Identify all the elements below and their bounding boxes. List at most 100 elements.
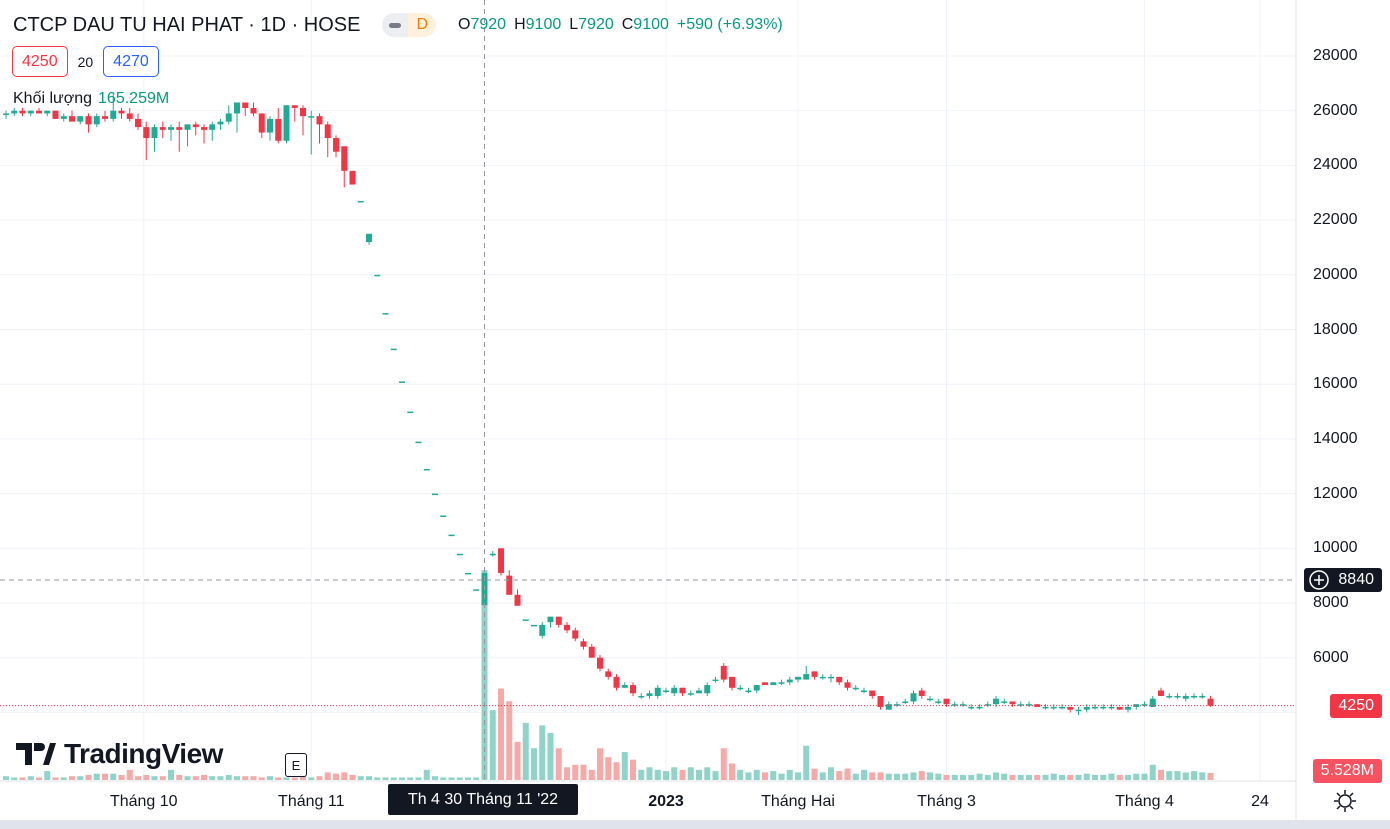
low-label: L (569, 16, 579, 33)
volume-bar (547, 733, 554, 780)
earnings-event-badge[interactable]: E (285, 753, 307, 777)
volume-bar (498, 688, 504, 780)
volume-bar (819, 772, 826, 780)
volume-bar (720, 748, 727, 780)
volume-bar (267, 776, 273, 780)
time-tick: Tháng 10 (109, 793, 178, 810)
add-alert-icon[interactable] (1308, 569, 1330, 591)
price-tick: 16000 (1313, 375, 1358, 393)
candle-body (621, 685, 628, 688)
candle-body (151, 127, 158, 139)
volume-bar (456, 777, 463, 780)
candle-body (803, 674, 810, 680)
buy-button[interactable]: 4270 (103, 46, 159, 77)
volume-bar (753, 769, 760, 780)
volume-bar (894, 773, 900, 780)
volume-bar (836, 771, 843, 780)
candle-body (687, 693, 694, 695)
candle-body (201, 127, 207, 130)
volume-bar (745, 772, 752, 780)
volume-bar (448, 777, 455, 780)
volume-bar (646, 767, 653, 780)
volume-bar (1116, 774, 1123, 780)
candle-body (168, 127, 174, 130)
candle-body (126, 113, 133, 119)
volume-bar (976, 773, 983, 780)
volume-bar (960, 774, 966, 780)
volume-bar (275, 777, 282, 780)
volume-bar (910, 772, 917, 780)
volume-bar (506, 701, 513, 780)
volume-bar (1017, 774, 1024, 780)
volume-bar (423, 769, 430, 780)
volume-bar (1009, 774, 1016, 780)
volume-bar (555, 748, 562, 780)
volume-bar (291, 777, 298, 780)
low-value: 7920 (578, 16, 614, 33)
candle-body (1166, 695, 1173, 698)
candle-body (415, 441, 422, 444)
volume-bar (489, 710, 496, 780)
market-status-pill[interactable]: D (382, 13, 437, 37)
bottom-toolbar (0, 820, 1390, 829)
volume-bar (225, 774, 232, 780)
candle-body (613, 676, 620, 688)
last-price-label: 4250 (1330, 694, 1382, 718)
volume-bar (192, 776, 199, 780)
volume-bar (168, 769, 174, 780)
candle-body (349, 170, 356, 185)
candle-body (1092, 706, 1098, 709)
candle-body (374, 274, 381, 277)
tradingview-logo[interactable]: TradingView (16, 738, 223, 770)
volume-bar (1092, 774, 1098, 780)
candle-body (36, 110, 42, 114)
volume-bar (605, 757, 612, 780)
volume-bar (630, 759, 636, 780)
volume-bar (1108, 773, 1115, 780)
candle-body (984, 704, 991, 706)
volume-bar (539, 725, 546, 780)
volume-bar (1191, 771, 1197, 780)
candle-body (308, 116, 315, 118)
sell-button[interactable]: 4250 (12, 46, 68, 77)
crosshair-price-label: 8840 (1304, 568, 1382, 592)
candle-body (745, 690, 752, 693)
candle-body (258, 113, 265, 133)
candle-body (1182, 695, 1189, 699)
volume-bar (201, 774, 207, 780)
candle-body (918, 690, 925, 696)
price-tick: 20000 (1313, 265, 1358, 283)
candle-body (143, 127, 150, 139)
candle-body (1174, 695, 1181, 698)
volume-bar (762, 772, 768, 780)
time-tick: Tháng Hai (761, 793, 835, 810)
volume-bar (118, 774, 125, 780)
candle-body (572, 630, 579, 639)
candle-body (333, 138, 339, 152)
candle-body (283, 105, 290, 141)
symbol-legend: CTCP DAU TU HAI PHAT · 1D · HOSE D O7920… (13, 13, 783, 37)
volume-bar (852, 773, 859, 780)
volume-bar (1067, 774, 1074, 780)
candle-body (390, 348, 397, 351)
volume-label[interactable]: Khối lượng (13, 90, 93, 107)
volume-bar (696, 769, 702, 780)
volume-bar (308, 777, 315, 780)
high-value: 9100 (525, 16, 562, 33)
candle-body (1125, 706, 1131, 710)
candle-body (341, 146, 348, 171)
candle-body (852, 687, 859, 690)
volume-bar (333, 773, 339, 780)
candle-body (27, 110, 34, 114)
symbol-title[interactable]: CTCP DAU TU HAI PHAT · 1D · HOSE (13, 13, 361, 36)
volume-bar (687, 767, 694, 780)
settings-sun-icon[interactable] (1333, 789, 1357, 813)
volume-bar (415, 777, 422, 780)
candle-body (440, 515, 447, 517)
close-label: C (621, 16, 634, 33)
volume-bar (234, 776, 240, 780)
crosshair-date-label: Th 4 30 Tháng 11 '22 (388, 784, 578, 815)
volume-bar (341, 772, 348, 780)
candle-body (795, 676, 801, 680)
